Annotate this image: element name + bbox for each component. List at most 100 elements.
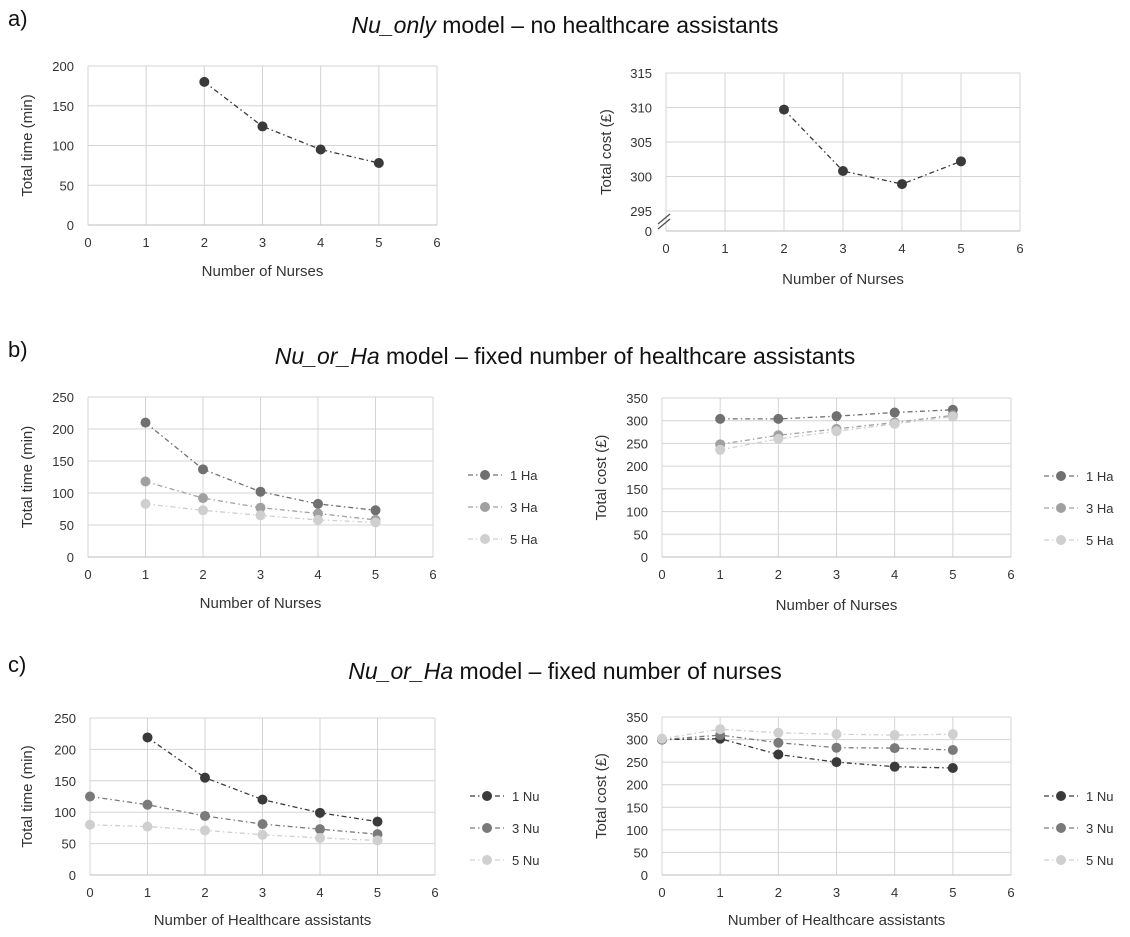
x-tick-label: 3 <box>257 567 264 582</box>
y-tick-label: 350 <box>626 710 648 725</box>
data-point <box>199 76 210 87</box>
series-line-1 <box>783 109 962 185</box>
panel-a-letter: a) <box>8 6 28 31</box>
y-tick-label: 200 <box>626 778 648 793</box>
x-tick-label: 6 <box>433 235 440 250</box>
x-tick-label: 4 <box>898 241 905 256</box>
x-axis-title: Number of Healthcare assistants <box>728 912 946 929</box>
x-tick-label: 5 <box>374 885 381 900</box>
panel-c-title: Nu_or_Ha model – fixed number of nurses <box>0 658 1130 685</box>
y-tick-label: 250 <box>52 390 74 405</box>
data-point <box>372 835 383 846</box>
data-point <box>313 514 323 525</box>
data-point <box>831 729 842 740</box>
y-tick-label: 295 <box>630 204 652 219</box>
legend-marker <box>482 855 492 865</box>
data-point <box>255 502 266 513</box>
legend-marker <box>1056 791 1066 801</box>
data-point <box>198 493 208 504</box>
data-point <box>831 757 842 768</box>
y-tick-label: 250 <box>626 755 648 770</box>
x-tick-label: 1 <box>717 567 724 582</box>
y-tick-label: 100 <box>52 139 74 154</box>
data-point <box>831 411 842 422</box>
y-tick-label: 50 <box>62 837 76 852</box>
data-point <box>773 737 784 748</box>
data-point <box>85 819 95 830</box>
series-line-3 <box>661 728 953 740</box>
x-tick-label: 0 <box>658 567 665 582</box>
legend-label: 3 Ha <box>510 500 538 515</box>
panel-b-title-text: model – fixed number of healthcare assis… <box>379 343 856 369</box>
legend-label: 5 Ha <box>1086 533 1114 548</box>
data-point <box>773 433 784 444</box>
data-point <box>889 743 900 754</box>
data-point <box>831 742 842 753</box>
y-tick-label: 100 <box>626 823 648 838</box>
y-tick-label: 250 <box>626 436 648 451</box>
panel-a-title-model: Nu_only <box>351 12 436 38</box>
data-point <box>142 799 153 810</box>
x-tick-label: 5 <box>949 567 956 582</box>
x-tick-label: 2 <box>775 567 782 582</box>
y-axis-title: Total time (min) <box>19 745 36 848</box>
panel-a-title: Nu_only model – no healthcare assistants <box>0 12 1130 39</box>
y-tick-label: 250 <box>54 711 76 726</box>
legend-label: 3 Ha <box>1086 501 1114 516</box>
panel-b-title-model: Nu_or_Ha <box>274 343 380 369</box>
data-point <box>200 825 210 836</box>
data-point <box>142 821 153 832</box>
data-point <box>773 727 784 738</box>
legend-marker <box>1056 535 1066 545</box>
data-point <box>255 486 266 497</box>
x-tick-label: 1 <box>717 885 724 900</box>
y-tick-label: 0 <box>69 868 76 883</box>
y-tick-label: 150 <box>52 454 74 469</box>
x-tick-label: 4 <box>891 567 898 582</box>
x-tick-label: 6 <box>1007 885 1014 900</box>
y-tick-label: 150 <box>52 99 74 114</box>
data-point <box>315 144 326 155</box>
data-point <box>947 744 958 755</box>
x-tick-label: 1 <box>143 235 150 250</box>
x-tick-label: 2 <box>780 241 787 256</box>
data-point <box>947 729 958 740</box>
x-tick-label: 0 <box>86 885 93 900</box>
y-tick-label: 0 <box>67 218 74 233</box>
y-tick-label: 50 <box>634 527 648 542</box>
x-tick-label: 5 <box>957 241 964 256</box>
x-tick-label: 6 <box>1007 567 1014 582</box>
data-point <box>200 810 210 821</box>
data-point <box>372 816 383 827</box>
data-point <box>257 829 268 840</box>
x-axis-title: Number of Nurses <box>202 263 324 280</box>
y-tick-label: 200 <box>54 742 76 757</box>
data-point <box>257 794 268 805</box>
legend-label: 3 Nu <box>1086 821 1113 836</box>
x-tick-label: 3 <box>259 885 266 900</box>
legend-label: 1 Ha <box>1086 469 1114 484</box>
legend-marker <box>482 791 492 801</box>
x-tick-label: 2 <box>201 885 208 900</box>
data-point <box>140 476 151 487</box>
panel-c-title-text: model – fixed number of nurses <box>453 658 782 684</box>
data-point <box>889 730 900 741</box>
data-point <box>142 732 153 743</box>
x-tick-label: 1 <box>142 567 149 582</box>
legend-marker <box>1056 471 1066 481</box>
data-point <box>956 156 966 167</box>
y-tick-label: 50 <box>60 518 74 533</box>
x-tick-label: 2 <box>199 567 206 582</box>
y-tick-label: 300 <box>630 170 652 185</box>
y-tick-label: 310 <box>630 101 652 116</box>
data-point <box>257 121 268 132</box>
x-tick-label: 4 <box>314 567 321 582</box>
legend-marker <box>1056 823 1066 833</box>
data-point <box>779 104 789 115</box>
legend-label: 1 Nu <box>1086 789 1113 804</box>
data-point <box>773 749 784 760</box>
y-tick-label: 100 <box>626 505 648 520</box>
data-point <box>773 413 784 424</box>
data-point <box>715 724 726 735</box>
